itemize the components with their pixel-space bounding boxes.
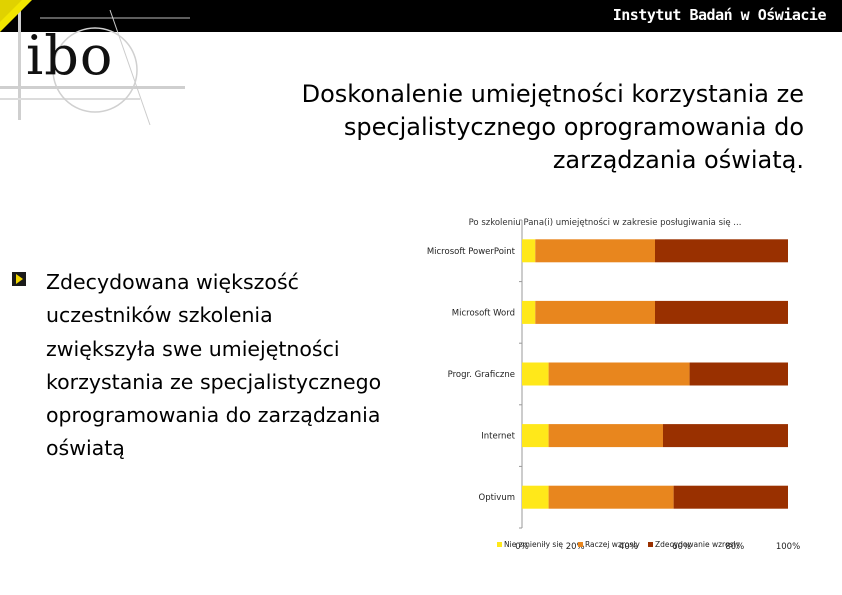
x-tick-label: 0% xyxy=(515,542,529,552)
bar-segment xyxy=(548,485,674,509)
bar-segment xyxy=(689,362,788,386)
x-tick-label: 100% xyxy=(776,542,800,552)
category-label: Microsoft PowerPoint xyxy=(427,247,516,257)
chart-title: Po szkoleniu Pana(i) umiejętności w zakr… xyxy=(468,218,742,228)
x-tick-label: 40% xyxy=(619,542,638,552)
bar-segment xyxy=(662,424,788,448)
bar-segment xyxy=(535,300,655,324)
stacked-bar-chart: Microsoft PowerPoint Microsoft Word Progr.… xyxy=(415,210,835,560)
chart-svg: Microsoft PowerPoint Microsoft Word Progr.… xyxy=(427,219,800,552)
legend-label: Zdecydowanie wzrosły xyxy=(655,540,741,549)
bar-segment xyxy=(522,424,549,448)
logo-graphic-icon xyxy=(0,0,200,126)
bar-segment xyxy=(522,485,549,509)
x-tick-label: 60% xyxy=(672,542,691,552)
category-label: Optivum xyxy=(479,493,515,503)
x-tick-label: 20% xyxy=(566,542,585,552)
bar-segment xyxy=(655,300,788,324)
bullet-text: Zdecydowana większość uczestników szkole… xyxy=(46,270,382,461)
bar-segment xyxy=(548,424,663,448)
slide-title: Doskonalenie umiejętności korzystania ze… xyxy=(301,80,804,174)
legend-swatch xyxy=(648,542,653,547)
category-label: Internet xyxy=(481,432,515,442)
bar-segment xyxy=(535,239,655,263)
legend-swatch xyxy=(578,542,583,547)
arrow-bullet-icon xyxy=(12,272,26,286)
logo-text: ibo xyxy=(26,24,114,87)
bar-segment xyxy=(522,362,549,386)
bar-segment xyxy=(522,300,536,324)
bar-segment xyxy=(548,362,690,386)
bar-segment xyxy=(673,485,788,509)
x-tick-label: 80% xyxy=(725,542,744,552)
legend-label: Nie zmieniły się xyxy=(504,540,563,549)
legend-swatch xyxy=(497,542,502,547)
bar-segment xyxy=(655,239,788,263)
ibo-logo: ibo xyxy=(0,0,200,130)
category-label: Microsoft Word xyxy=(452,308,515,318)
legend-label: Raczej wzrosły xyxy=(585,540,640,549)
institute-name: Instytut Badań w Oświacie xyxy=(612,6,827,24)
category-label: Progr. Graficzne xyxy=(448,370,515,380)
bar-segment xyxy=(522,239,536,263)
